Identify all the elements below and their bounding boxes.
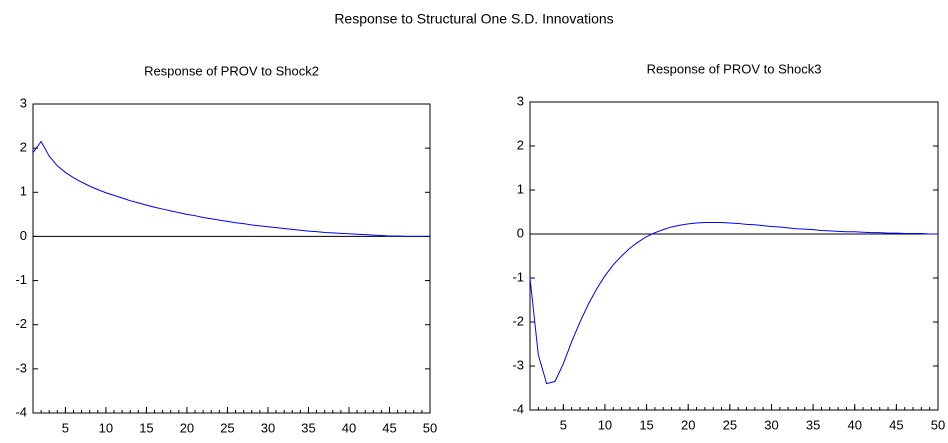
y-tick-label: -3 xyxy=(512,357,524,372)
figure-title: Response to Structural One S.D. Innovati… xyxy=(334,11,613,27)
x-tick-label: 30 xyxy=(261,420,275,435)
y-tick-label: -1 xyxy=(15,272,27,287)
y-tick-label: 0 xyxy=(20,228,27,243)
y-tick-label: -1 xyxy=(512,269,524,284)
plot-frame xyxy=(529,101,939,411)
y-tick-label: 3 xyxy=(20,95,27,110)
plot-frame xyxy=(32,103,431,414)
x-tick-label: 5 xyxy=(62,420,69,435)
x-tick-label: 45 xyxy=(382,420,396,435)
y-tick-label: 2 xyxy=(20,140,27,155)
x-tick-label: 50 xyxy=(423,420,437,435)
x-tick-label: 10 xyxy=(598,417,612,432)
x-tick-label: 25 xyxy=(723,417,737,432)
y-tick-label: -3 xyxy=(15,360,27,375)
series-line xyxy=(32,140,430,237)
x-tick-label: 50 xyxy=(931,417,945,432)
x-tick-label: 25 xyxy=(220,420,234,435)
y-tick-label: 1 xyxy=(20,184,27,199)
y-tick-label: 2 xyxy=(517,137,524,152)
y-tick-label: -2 xyxy=(512,313,524,328)
x-tick-label: 35 xyxy=(301,420,315,435)
y-tick-label: 3 xyxy=(517,93,524,108)
x-tick-label: 20 xyxy=(180,420,194,435)
x-tick-label: 15 xyxy=(139,420,153,435)
x-tick-label: 45 xyxy=(889,417,903,432)
x-tick-label: 30 xyxy=(764,417,778,432)
chart-title: Response of PROV to Shock3 xyxy=(647,61,822,76)
series-line xyxy=(529,222,938,385)
x-tick-label: 5 xyxy=(560,417,567,432)
y-tick-label: 0 xyxy=(517,225,524,240)
x-tick-label: 40 xyxy=(342,420,356,435)
x-tick-label: 40 xyxy=(848,417,862,432)
y-tick-label: -2 xyxy=(15,316,27,331)
x-tick-label: 35 xyxy=(806,417,820,432)
y-tick-label: -4 xyxy=(512,401,524,416)
chart-title: Response of PROV to Shock2 xyxy=(144,63,319,78)
x-tick-label: 15 xyxy=(639,417,653,432)
y-tick-label: -4 xyxy=(15,404,27,419)
x-tick-label: 20 xyxy=(681,417,695,432)
x-tick-label: 10 xyxy=(99,420,113,435)
y-tick-label: 1 xyxy=(517,181,524,196)
